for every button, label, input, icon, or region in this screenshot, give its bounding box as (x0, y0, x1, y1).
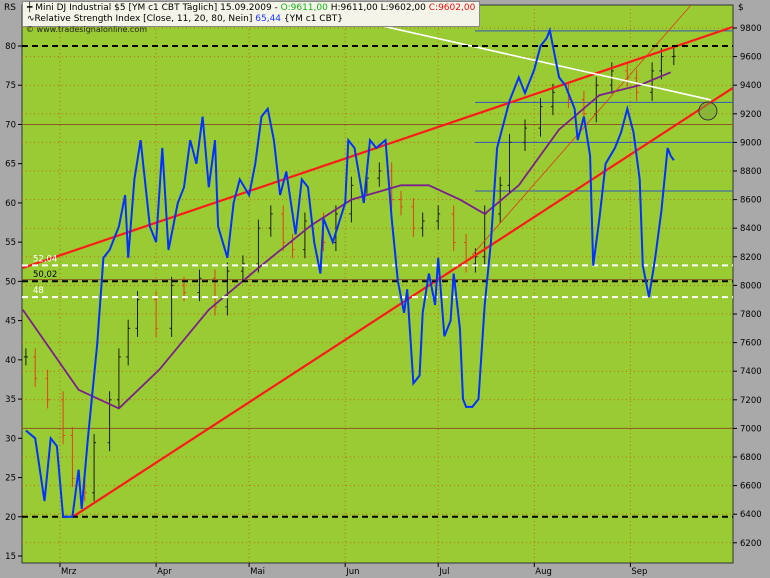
indicator-source: {YM c1 CBT} (283, 14, 343, 24)
instrument-title: Mini DJ Industrial $5 [YM c1 CBT Täglich… (35, 3, 281, 13)
indicator-title: Relative Strength Index [Close, 11, 20, … (34, 14, 253, 24)
rsi-tick-label: 55 (5, 238, 16, 248)
indicator-line: ∿Relative Strength Index [Close, 11, 20,… (27, 14, 475, 25)
price-tick-label: 8200 (740, 253, 762, 263)
price-tick-label: 9200 (740, 110, 762, 120)
price-tick-label: 6800 (740, 453, 762, 463)
price-tick-label: 9000 (740, 138, 762, 148)
rsi-level-label: 50,02 (33, 270, 57, 280)
rsi-tick-label: 40 (5, 356, 16, 366)
month-label: Jun (345, 567, 359, 577)
trend-line (471, 5, 692, 256)
rsi-tick-label: 75 (5, 81, 16, 91)
circle-marker (698, 101, 718, 121)
price-tick-label: 7200 (740, 396, 762, 406)
month-label: Sep (631, 567, 647, 577)
plot-area (21, 4, 734, 564)
open-value: O:9611,00 (280, 3, 328, 13)
rsi-tick-label: 50 (5, 277, 16, 287)
price-tick-label: 9800 (740, 24, 762, 34)
watermark: © www.tradesignalonline.com (26, 25, 148, 34)
rsi-tick-label: 45 (5, 317, 16, 327)
high-value: H:9611,00 (330, 3, 378, 13)
plot-layer: 50,02 52,04 48 (22, 5, 733, 563)
price-tick-label: 8800 (740, 167, 762, 177)
rsi-tick-label: 35 (5, 395, 16, 405)
bar-icon: ┿ (27, 3, 33, 13)
price-tick-label: 6200 (740, 539, 762, 549)
price-tick-label: 6400 (740, 510, 762, 520)
price-tick-label: 6600 (740, 482, 762, 492)
month-label: Aug (535, 567, 552, 577)
rsi-level-label: 52,04 (33, 254, 57, 264)
rsi-value: 65,44 (255, 14, 282, 24)
price-tick-label: 7400 (740, 367, 762, 377)
rsi-tick-label: 20 (5, 513, 16, 523)
month-label: Mrz (61, 567, 77, 577)
price-tick-label: 7000 (740, 424, 762, 434)
rsi-line (25, 26, 675, 518)
rsi-tick-label: 65 (5, 160, 16, 170)
month-label: Jul (438, 567, 449, 577)
price-tick-label: 7600 (740, 339, 762, 349)
price-tick-label: 8600 (740, 196, 762, 206)
rsi-level-label: 48 (33, 286, 44, 296)
instrument-line: ┿ Mini DJ Industrial $5 [YM c1 CBT Tägli… (27, 3, 475, 14)
low-value: L:9602,00 (380, 3, 426, 13)
rsi-tick-label: 15 (5, 552, 16, 562)
rsi-tick-label: 25 (5, 474, 16, 484)
rsi-tick-label: 30 (5, 434, 16, 444)
price-tick-label: 9600 (740, 53, 762, 63)
month-label: Mai (250, 567, 265, 577)
rsi-tick-label: 60 (5, 199, 16, 209)
moving-average-line (22, 71, 672, 410)
price-tick-label: 8400 (740, 224, 762, 234)
month-label: Apr (157, 567, 172, 577)
price-tick-label: 8000 (740, 281, 762, 291)
rsi-tick-label: 70 (5, 120, 16, 130)
wave-icon: ∿ (27, 14, 35, 24)
close-value: C:9602,00 (428, 3, 476, 13)
price-tick-label: 9400 (740, 81, 762, 91)
left-axis-label: RS (4, 3, 16, 13)
rsi-tick-label: 80 (5, 42, 16, 52)
chart-header: ┿ Mini DJ Industrial $5 [YM c1 CBT Tägli… (22, 1, 481, 27)
price-tick-label: 7800 (740, 310, 762, 320)
right-axis-label: $ (738, 3, 744, 13)
